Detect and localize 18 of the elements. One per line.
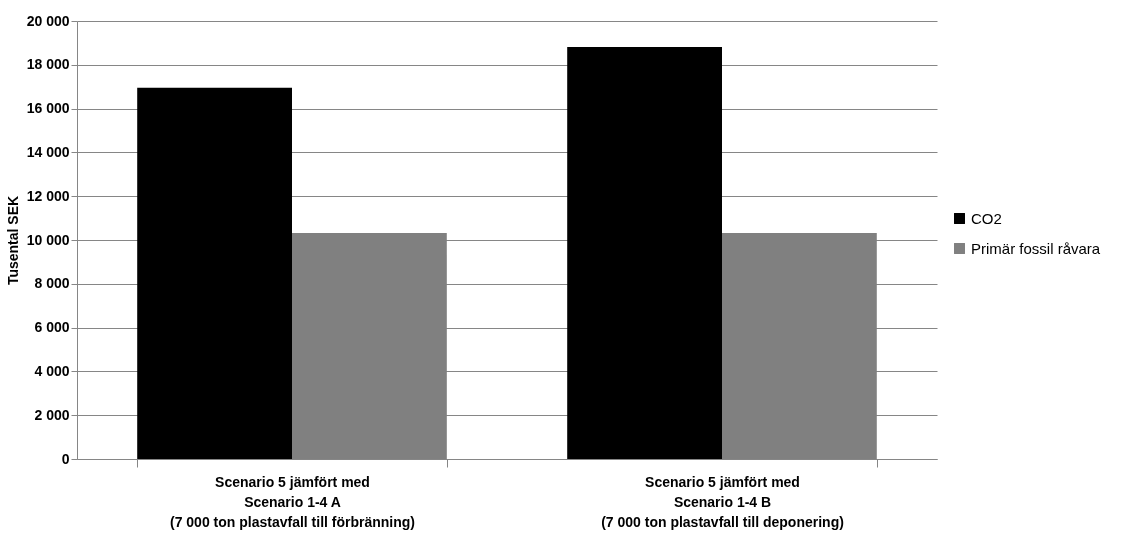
y-tick-label: 18 000 bbox=[26, 56, 70, 73]
y-tick-label: 12 000 bbox=[26, 187, 70, 204]
bar bbox=[567, 47, 722, 459]
y-tick-label: 2 000 bbox=[34, 406, 70, 423]
y-tick-label: 0 bbox=[61, 450, 70, 467]
y-tick-label: 4 000 bbox=[34, 362, 70, 379]
y-tick-label: 10 000 bbox=[26, 231, 70, 248]
y-axis-title: Tusental SEK bbox=[4, 195, 21, 286]
y-tick-label: 16 000 bbox=[26, 100, 70, 117]
legend-label: CO2 bbox=[971, 209, 1002, 227]
y-tick-label: 14 000 bbox=[26, 143, 70, 160]
y-tick-label: 20 000 bbox=[26, 12, 70, 29]
bar bbox=[137, 87, 292, 459]
x-tick-label: Scenario 5 jämfört med Scenario 1-4 A (7 000 ton plastavfall till förbränning) bbox=[169, 473, 416, 530]
y-tick-label: 6 000 bbox=[34, 319, 70, 336]
y-tick-label: 8 000 bbox=[34, 275, 70, 292]
x-tick-label: Scenario 5 jämfört med Scenario 1-4 B (7 000 ton plastavfall till deponering) bbox=[601, 473, 844, 530]
legend-label: Primär fossil råvara bbox=[971, 239, 1101, 257]
